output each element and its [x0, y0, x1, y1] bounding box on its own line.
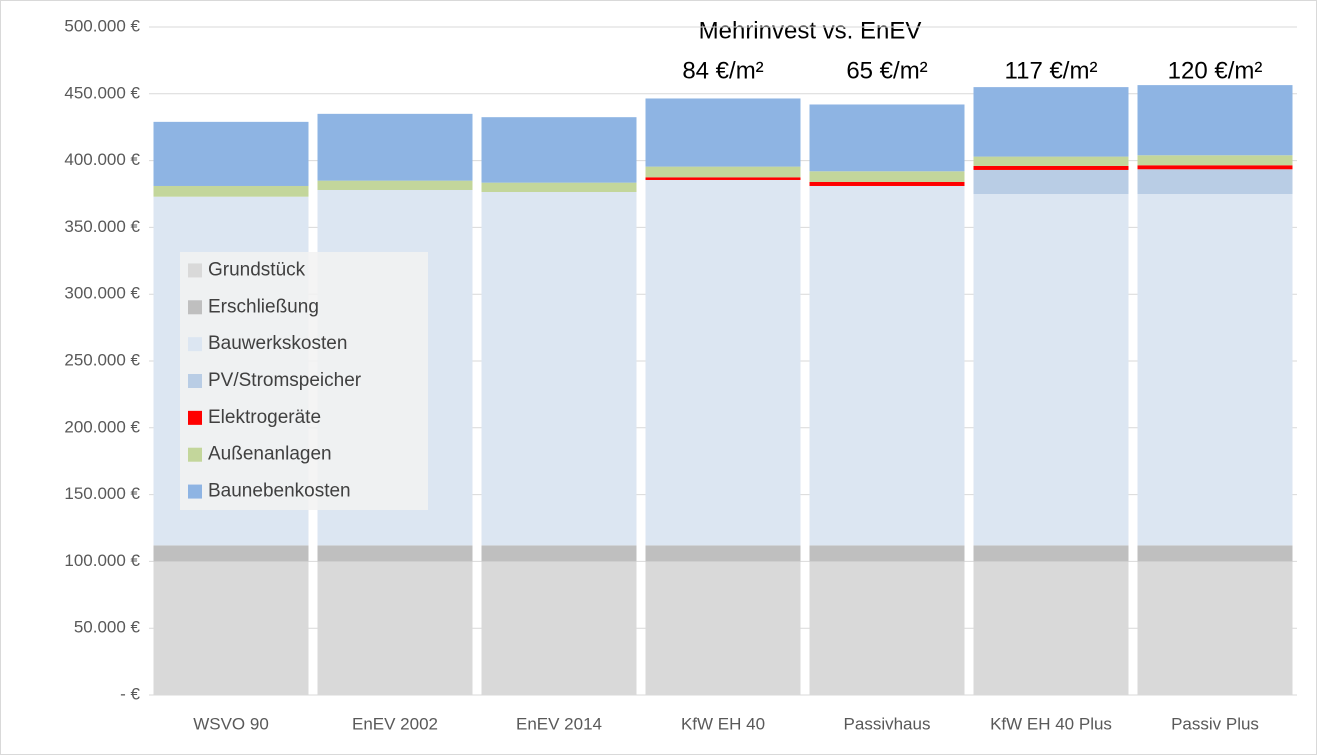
x-tick-label: Passivhaus: [844, 714, 931, 733]
bar-segment: [1137, 194, 1293, 546]
legend-swatch: [188, 337, 202, 352]
bar-segment: [317, 180, 473, 190]
y-tick-label: - €: [120, 684, 140, 703]
x-tick-label: KfW EH 40 Plus: [990, 714, 1112, 733]
bar-segment: [645, 98, 801, 167]
bar-segment: [809, 185, 965, 546]
y-tick-label: 300.000 €: [64, 284, 140, 303]
bar-segment: [973, 165, 1129, 170]
bar-segment: [973, 156, 1129, 166]
annotation: 117 €/m²: [1005, 57, 1098, 84]
x-tick-label: Passiv Plus: [1171, 714, 1259, 733]
bar-segment: [317, 113, 473, 181]
bar-segment: [973, 169, 1129, 194]
bar-segment: [973, 194, 1129, 546]
bar-segment: [809, 104, 965, 172]
bar-segment: [481, 561, 637, 695]
legend-box: [180, 252, 428, 510]
bar-segment: [645, 545, 801, 562]
x-tick-label: KfW EH 40: [681, 714, 765, 733]
annotation: 84 €/m²: [682, 57, 763, 84]
bar-segment: [1137, 545, 1293, 562]
bar-segment: [1137, 85, 1293, 156]
legend-label: Elektrogeräte: [208, 407, 321, 428]
bar-segment: [1137, 165, 1293, 170]
bar-segment: [973, 545, 1129, 562]
y-tick-label: 200.000 €: [64, 417, 140, 436]
x-tick-label: EnEV 2002: [352, 714, 438, 733]
bar-segment: [153, 545, 309, 562]
bar-segment: [973, 561, 1129, 695]
legend-label: Bauwerkskosten: [208, 333, 347, 354]
legend-label: Baunebenkosten: [208, 481, 351, 502]
y-tick-label: 100.000 €: [64, 551, 140, 570]
legend-swatch: [188, 484, 202, 499]
bar-segment: [317, 561, 473, 695]
legend-label: Grundstück: [208, 259, 306, 280]
bar-segment: [809, 171, 965, 182]
legend: Grundstück Erschließung Bauwerkskosten PV/S…: [180, 252, 428, 510]
bar-segment: [645, 177, 801, 180]
legend-label: Außenanlagen: [208, 444, 332, 465]
annotation: 65 €/m²: [846, 57, 927, 84]
bar-segment: [481, 182, 637, 192]
bar-segment: [153, 561, 309, 695]
y-tick-label: 250.000 €: [64, 350, 140, 369]
bar-segment: [1137, 169, 1293, 194]
bar-segment: [809, 561, 965, 695]
bar-segment: [317, 545, 473, 562]
bar-segment: [809, 181, 965, 186]
bar-segment: [481, 545, 637, 562]
y-tick-label: 450.000 €: [64, 83, 140, 102]
bar-segment: [1137, 155, 1293, 166]
legend-swatch: [188, 263, 202, 278]
annotation: 120 €/m²: [1168, 57, 1263, 84]
bar-segment: [973, 87, 1129, 157]
legend-swatch: [188, 374, 202, 388]
y-tick-label: 500.000 €: [64, 16, 140, 35]
bar-segment: [481, 117, 637, 183]
legend-swatch: [188, 300, 202, 315]
y-tick-label: 350.000 €: [64, 217, 140, 236]
bar-segment: [153, 185, 309, 197]
bar-segment: [1137, 561, 1293, 695]
legend-swatch: [188, 447, 202, 462]
bar-segment: [809, 545, 965, 562]
y-tick-label: 50.000 €: [74, 618, 141, 637]
legend-label: PV/Stromspeicher: [208, 370, 362, 391]
bar-segment: [481, 191, 637, 546]
y-tick-label: 400.000 €: [64, 150, 140, 169]
annotation-title: Mehrinvest vs. EnEV: [699, 17, 922, 44]
bar-segment: [645, 179, 801, 546]
y-tick-label: 150.000 €: [64, 484, 140, 503]
legend-swatch: [188, 410, 202, 425]
x-tick-label: WSVO 90: [193, 714, 269, 733]
bar-segment: [645, 166, 801, 178]
bar-segment: [153, 121, 309, 186]
legend-label: Erschließung: [208, 296, 319, 317]
bar-segment: [645, 561, 801, 695]
x-tick-label: EnEV 2014: [516, 714, 602, 733]
